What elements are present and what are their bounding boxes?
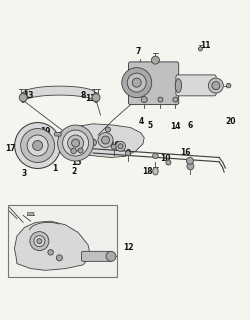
Circle shape [101, 136, 109, 144]
Text: 16: 16 [180, 148, 190, 157]
Polygon shape [59, 124, 144, 157]
Text: 5: 5 [147, 121, 152, 130]
Circle shape [172, 97, 177, 102]
Text: 13: 13 [23, 91, 33, 100]
Circle shape [78, 148, 83, 153]
Circle shape [125, 151, 130, 156]
FancyBboxPatch shape [128, 62, 178, 105]
Text: 7: 7 [135, 47, 140, 56]
FancyBboxPatch shape [54, 132, 61, 136]
Circle shape [58, 125, 93, 161]
Text: 12: 12 [122, 243, 133, 252]
Ellipse shape [152, 167, 158, 175]
Circle shape [70, 148, 76, 154]
Polygon shape [14, 221, 90, 270]
Text: 8: 8 [80, 91, 86, 100]
Text: 2: 2 [72, 167, 77, 176]
Circle shape [48, 250, 53, 255]
Circle shape [19, 94, 27, 101]
Text: 3: 3 [22, 169, 27, 178]
Circle shape [152, 153, 158, 158]
Circle shape [111, 144, 116, 149]
Text: 17: 17 [5, 144, 16, 153]
Text: 19: 19 [40, 127, 51, 136]
Circle shape [186, 157, 192, 164]
Circle shape [115, 141, 125, 151]
Circle shape [27, 135, 48, 156]
Circle shape [198, 47, 202, 51]
Circle shape [141, 97, 147, 103]
Ellipse shape [93, 92, 98, 103]
FancyBboxPatch shape [175, 75, 215, 96]
Polygon shape [23, 86, 95, 102]
Circle shape [186, 163, 193, 170]
Circle shape [56, 255, 62, 261]
Text: 6: 6 [187, 121, 192, 130]
Text: 14: 14 [170, 122, 180, 131]
Text: 16: 16 [108, 140, 119, 149]
Text: 1: 1 [52, 164, 57, 173]
Text: 11: 11 [199, 41, 210, 50]
FancyBboxPatch shape [81, 251, 112, 261]
Circle shape [151, 56, 159, 64]
Text: 18: 18 [142, 167, 153, 176]
Circle shape [37, 239, 42, 244]
Text: 4: 4 [138, 117, 144, 126]
Circle shape [32, 140, 42, 150]
FancyBboxPatch shape [27, 213, 34, 216]
Circle shape [20, 129, 54, 163]
Text: 9: 9 [125, 149, 130, 158]
Text: 13: 13 [85, 94, 96, 103]
Circle shape [14, 123, 60, 169]
Circle shape [85, 133, 90, 138]
Ellipse shape [20, 92, 26, 103]
Circle shape [121, 68, 151, 98]
Circle shape [211, 82, 219, 90]
Ellipse shape [174, 79, 181, 92]
Circle shape [165, 160, 170, 165]
Circle shape [30, 232, 49, 251]
Text: 15: 15 [71, 158, 82, 167]
Circle shape [106, 251, 116, 261]
Circle shape [34, 236, 45, 247]
Text: 20: 20 [224, 117, 235, 126]
Circle shape [157, 97, 162, 102]
Circle shape [92, 94, 100, 101]
Circle shape [127, 73, 146, 92]
Circle shape [71, 139, 79, 147]
Circle shape [226, 84, 230, 88]
Circle shape [105, 127, 110, 132]
Circle shape [62, 130, 88, 156]
Text: 10: 10 [160, 154, 170, 163]
Circle shape [118, 144, 122, 149]
Circle shape [98, 132, 112, 148]
Circle shape [132, 78, 141, 87]
Circle shape [67, 135, 83, 151]
Circle shape [89, 139, 96, 146]
Circle shape [208, 78, 222, 93]
Bar [8, 205, 116, 277]
